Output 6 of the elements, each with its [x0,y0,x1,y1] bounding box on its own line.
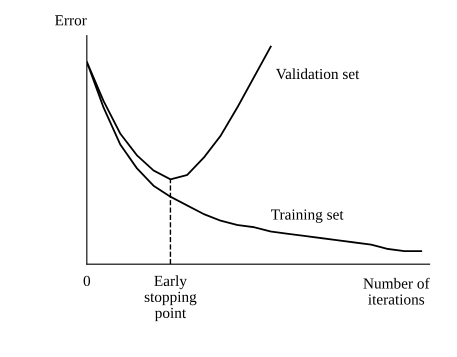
x-tick-label: Early stopping point [144,275,196,322]
series-label: Validation set [276,68,360,80]
x-axis-title: Number of iterations [363,278,430,305]
x-tick-label: 0 [84,276,90,286]
y-axis-title: Error [55,15,87,26]
series-label: Training set [271,209,344,223]
